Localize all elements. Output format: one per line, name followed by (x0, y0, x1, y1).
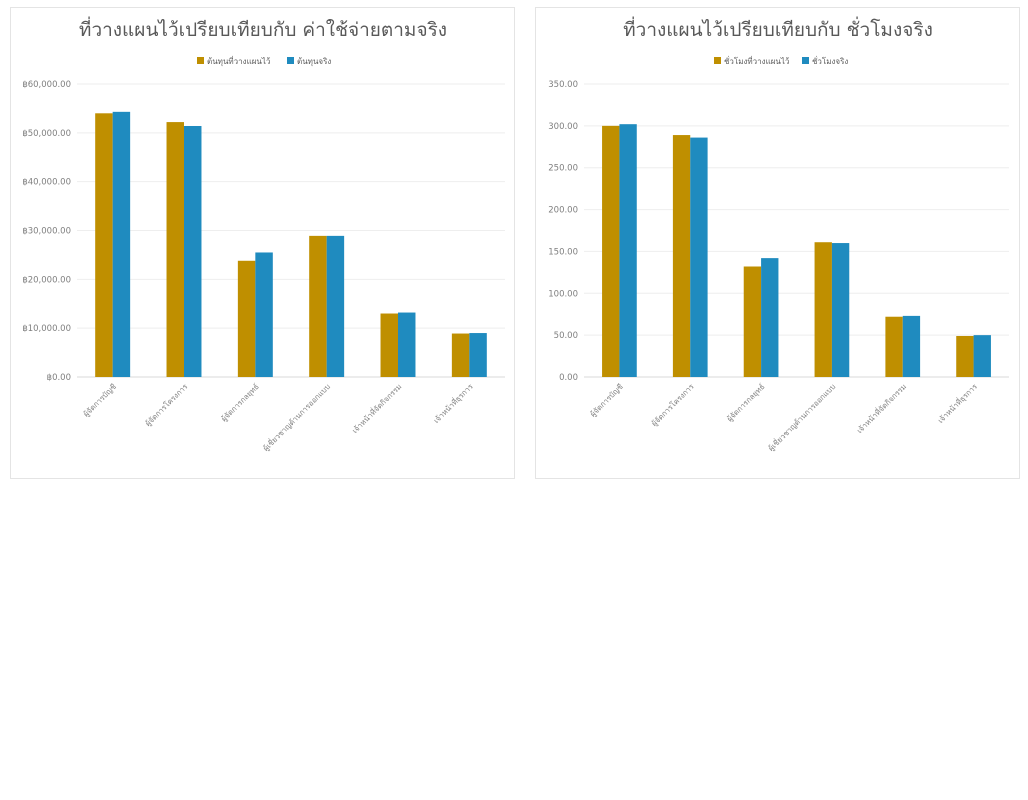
bar-planned (672, 135, 691, 377)
y-tick-label: ฿50,000.00 (22, 129, 71, 139)
y-tick-label: 150.00 (548, 247, 578, 257)
y-tick-label: 100.00 (548, 289, 578, 299)
legend-label-planned: ต้นทุนที่วางแผนไว้ (207, 55, 270, 66)
x-category-label: เจ้าหน้าที่ธุรการ (431, 381, 475, 425)
y-tick-label: 0.00 (559, 373, 578, 383)
y-tick-label: ฿20,000.00 (22, 275, 71, 285)
x-category-label: ผู้จัดการบัญชี (82, 382, 119, 419)
legend-label-planned: ชั่วโมงที่วางแผนไว้ (724, 55, 789, 66)
legend-swatch-planned (197, 57, 204, 64)
hours-chart-panel: ที่วางแผนไว้เปรียบเทียบกับ ชั่วโมงจริง ช… (535, 7, 1020, 479)
y-tick-label: ฿60,000.00 (22, 80, 71, 90)
bar-planned (885, 316, 903, 377)
bar-actual (761, 258, 779, 377)
bar-planned (237, 260, 256, 377)
legend-swatch-actual (287, 57, 294, 64)
x-category-label: เจ้าหน้าที่ธุรการ (935, 381, 979, 425)
y-tick-label: ฿10,000.00 (22, 324, 71, 334)
bar-planned (602, 125, 620, 377)
bar-planned (814, 242, 832, 377)
bar-actual (184, 125, 202, 377)
bar-planned (166, 122, 184, 377)
y-tick-label: 350.00 (548, 80, 578, 90)
x-category-label: ผู้จัดการบัญชี (588, 382, 625, 419)
x-category-label: ผู้จัดการโครงการ (650, 382, 696, 428)
bar-actual (902, 315, 921, 377)
cost-chart: ที่วางแผนไว้เปรียบเทียบกับ ค่าใช้จ่ายตาม… (22, 16, 505, 453)
bar-planned (380, 313, 398, 377)
x-category-label: ผู้จัดการกลยุทธ์ (219, 382, 260, 423)
y-tick-label: 250.00 (548, 164, 578, 174)
y-tick-label: ฿40,000.00 (22, 178, 71, 188)
legend-label-actual: ต้นทุนจริง (297, 57, 331, 66)
hours-chart: ที่วางแผนไว้เปรียบเทียบกับ ชั่วโมงจริง ช… (548, 16, 1009, 453)
bar-actual (831, 243, 850, 377)
x-category-label: ผู้จัดการกลยุทธ์ (725, 382, 766, 423)
bar-planned (956, 335, 974, 377)
y-tick-label: 200.00 (548, 206, 578, 216)
bar-planned (743, 266, 762, 377)
y-tick-label: ฿30,000.00 (22, 227, 71, 237)
hours-chart-title: ที่วางแผนไว้เปรียบเทียบกับ ชั่วโมงจริง (623, 16, 933, 41)
x-category-label: ผู้เชี่ยวชาญด้านการออกแบบ (260, 381, 332, 453)
bar-actual (973, 335, 991, 377)
y-tick-label: ฿0.00 (47, 373, 71, 383)
y-tick-label: 300.00 (548, 122, 578, 132)
legend-swatch-planned (714, 57, 721, 64)
x-category-label: ผู้จัดการโครงการ (143, 382, 189, 428)
y-tick-label: 50.00 (554, 331, 578, 341)
cost-chart-title: ที่วางแผนไว้เปรียบเทียบกับ ค่าใช้จ่ายตาม… (79, 16, 447, 41)
bar-planned (451, 333, 470, 377)
x-category-label: เจ้าหน้าที่จัดกิจกรรม (350, 381, 404, 435)
bar-actual (469, 333, 487, 377)
cost-chart-panel: ที่วางแผนไว้เปรียบเทียบกับ ค่าใช้จ่ายตาม… (10, 7, 515, 479)
bar-actual (398, 312, 416, 377)
bar-actual (255, 252, 273, 377)
bar-planned (95, 113, 113, 378)
x-category-label: เจ้าหน้าที่จัดกิจกรรม (854, 381, 908, 435)
bar-actual (326, 235, 345, 377)
bar-planned (309, 235, 327, 377)
bar-actual (112, 111, 131, 378)
x-category-label: ผู้เชี่ยวชาญด้านการออกแบบ (766, 381, 838, 453)
legend-label-actual: ชั่วโมงจริง (812, 55, 848, 66)
bar-actual (690, 137, 708, 377)
legend-swatch-actual (802, 57, 809, 64)
bar-actual (619, 124, 637, 377)
